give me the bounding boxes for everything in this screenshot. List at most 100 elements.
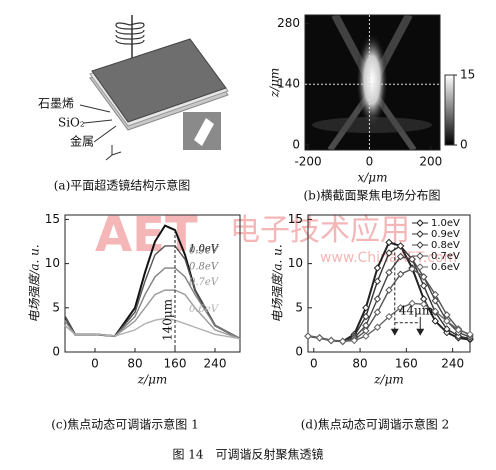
series-label: 0.6eV: [189, 304, 220, 315]
plot-frame: [307, 214, 471, 353]
inset-shape: [194, 118, 214, 146]
x-tick-label: 200: [419, 155, 442, 169]
y-axis-label: z/μm: [268, 68, 282, 99]
x-tick-label: 0: [366, 155, 374, 169]
legend-label: 0.9eV: [431, 229, 460, 240]
data-marker: [408, 265, 416, 273]
data-marker: [373, 264, 382, 272]
data-marker: [373, 323, 382, 331]
data-marker: [396, 304, 405, 312]
data-marker: [431, 290, 439, 299]
y-tick-label: 10: [288, 256, 303, 270]
chart: 0 80 160 240 0 5 10 15 z/μm 电场强度/a. u. (c)焦点动态可调谐示…: [28, 212, 241, 432]
data-marker: [420, 273, 428, 281]
colorbar: [444, 74, 455, 146]
x-axis-label: z/μm: [373, 373, 404, 387]
x-tick-label: 80: [127, 357, 142, 371]
chart: 0 80 160 240 0 5 10 15 z/μm 电场强度/a. u. (d)焦点动态可调谐示…: [271, 212, 474, 432]
data-marker: [362, 312, 370, 321]
annotation: 140μm: [161, 298, 175, 341]
x-axis-label: z/μm: [137, 373, 168, 387]
data-marker: [396, 242, 405, 250]
y-tick-label: 5: [52, 300, 60, 314]
data-marker: [385, 249, 393, 257]
x-tick-label: 240: [204, 357, 227, 371]
arrow-head: [390, 328, 399, 336]
y-axis-label: 电场强度/a. u.: [271, 244, 285, 322]
label-metal: 金属: [70, 134, 94, 149]
data-marker: [408, 299, 416, 308]
structure-diagram: 石墨烯 SiO₂ 金属 (a)平面超透镜结构示意图: [38, 15, 229, 193]
data-marker: [408, 255, 416, 263]
leader-line: [93, 125, 117, 143]
plot-frame: [64, 214, 241, 353]
panel-caption: (a)平面超透镜结构示意图: [54, 178, 191, 193]
colorbar-tick-label: 0: [460, 138, 468, 152]
coil: [115, 22, 145, 45]
y-tick-label: 280: [277, 16, 300, 30]
data-marker: [339, 337, 347, 346]
legend-label: 0.6eV: [431, 262, 460, 273]
data-marker: [431, 317, 439, 325]
axes-triad: [105, 145, 122, 161]
x-tick-label: 0: [91, 357, 99, 371]
data-marker: [304, 332, 312, 340]
data-marker: [385, 312, 393, 321]
colorbar-tick-label: 15: [460, 68, 475, 82]
data-marker: [362, 332, 370, 340]
data-marker: [443, 325, 451, 333]
legend-label: 1.0eV: [431, 218, 460, 229]
data-marker: [373, 277, 382, 285]
arrow-head: [416, 328, 425, 336]
x-axis-label: x/μm: [358, 171, 388, 185]
legend-marker: [416, 241, 424, 249]
x-tick-label: 160: [395, 357, 418, 371]
x-tick-label: 160: [164, 357, 187, 371]
y-tick-label: 10: [45, 256, 60, 270]
panel-caption: (d)焦点动态可调谐示意图 2: [301, 417, 450, 432]
data-marker: [327, 336, 335, 345]
series-label: 0.9eV: [189, 246, 220, 257]
data-marker: [420, 282, 428, 290]
data-marker: [396, 252, 405, 261]
data-marker: [315, 334, 324, 342]
data-marker: [373, 295, 382, 303]
data-marker: [385, 238, 393, 247]
data-marker: [431, 307, 439, 316]
panel-caption: (b)横截面聚焦电场分布图: [303, 189, 440, 203]
data-marker: [396, 270, 405, 278]
x-tick-label: 80: [352, 357, 367, 371]
label-graphene: 石墨烯: [38, 97, 74, 111]
watermark-url: www.ChinaAET.com: [320, 250, 457, 266]
x-tick-label: 0: [310, 357, 318, 371]
series-label: 0.7eV: [189, 277, 220, 288]
y-tick-label: 15: [288, 212, 303, 226]
data-marker: [466, 330, 474, 339]
legend-marker: [416, 230, 424, 238]
chart: -200 0 200 0 140 280 x/μm z/μm (b)横截面聚焦电场分布图 0 15: [268, 14, 475, 203]
annotation: 44μm: [399, 303, 434, 317]
leader-line: [79, 104, 111, 113]
data-marker: [443, 317, 451, 325]
legend-marker: [416, 263, 424, 271]
y-axis-label: 电场强度/a. u.: [28, 244, 42, 322]
leader-line: [83, 119, 113, 124]
watermark: AET 电子技术应用 www.ChinaAET.com: [95, 207, 457, 266]
y-tick-label: 15: [45, 212, 60, 226]
series-line: [64, 317, 241, 340]
legend-marker: [416, 219, 424, 227]
legend-marker: [416, 252, 424, 260]
series-label: 0.8eV: [189, 261, 220, 272]
y-tick-label: 0: [295, 345, 303, 359]
data-marker: [385, 286, 393, 294]
x-tick-label: -200: [294, 155, 321, 169]
x-tick-label: 240: [441, 357, 464, 371]
y-tick-label: 0: [292, 137, 300, 151]
series-label: 1.0eV: [189, 243, 220, 254]
data-marker: [373, 308, 382, 316]
y-tick-label: 0: [52, 345, 60, 359]
plot-frame: [304, 14, 441, 151]
y-tick-label: 140: [277, 77, 300, 91]
graphene-layer: [91, 38, 227, 123]
